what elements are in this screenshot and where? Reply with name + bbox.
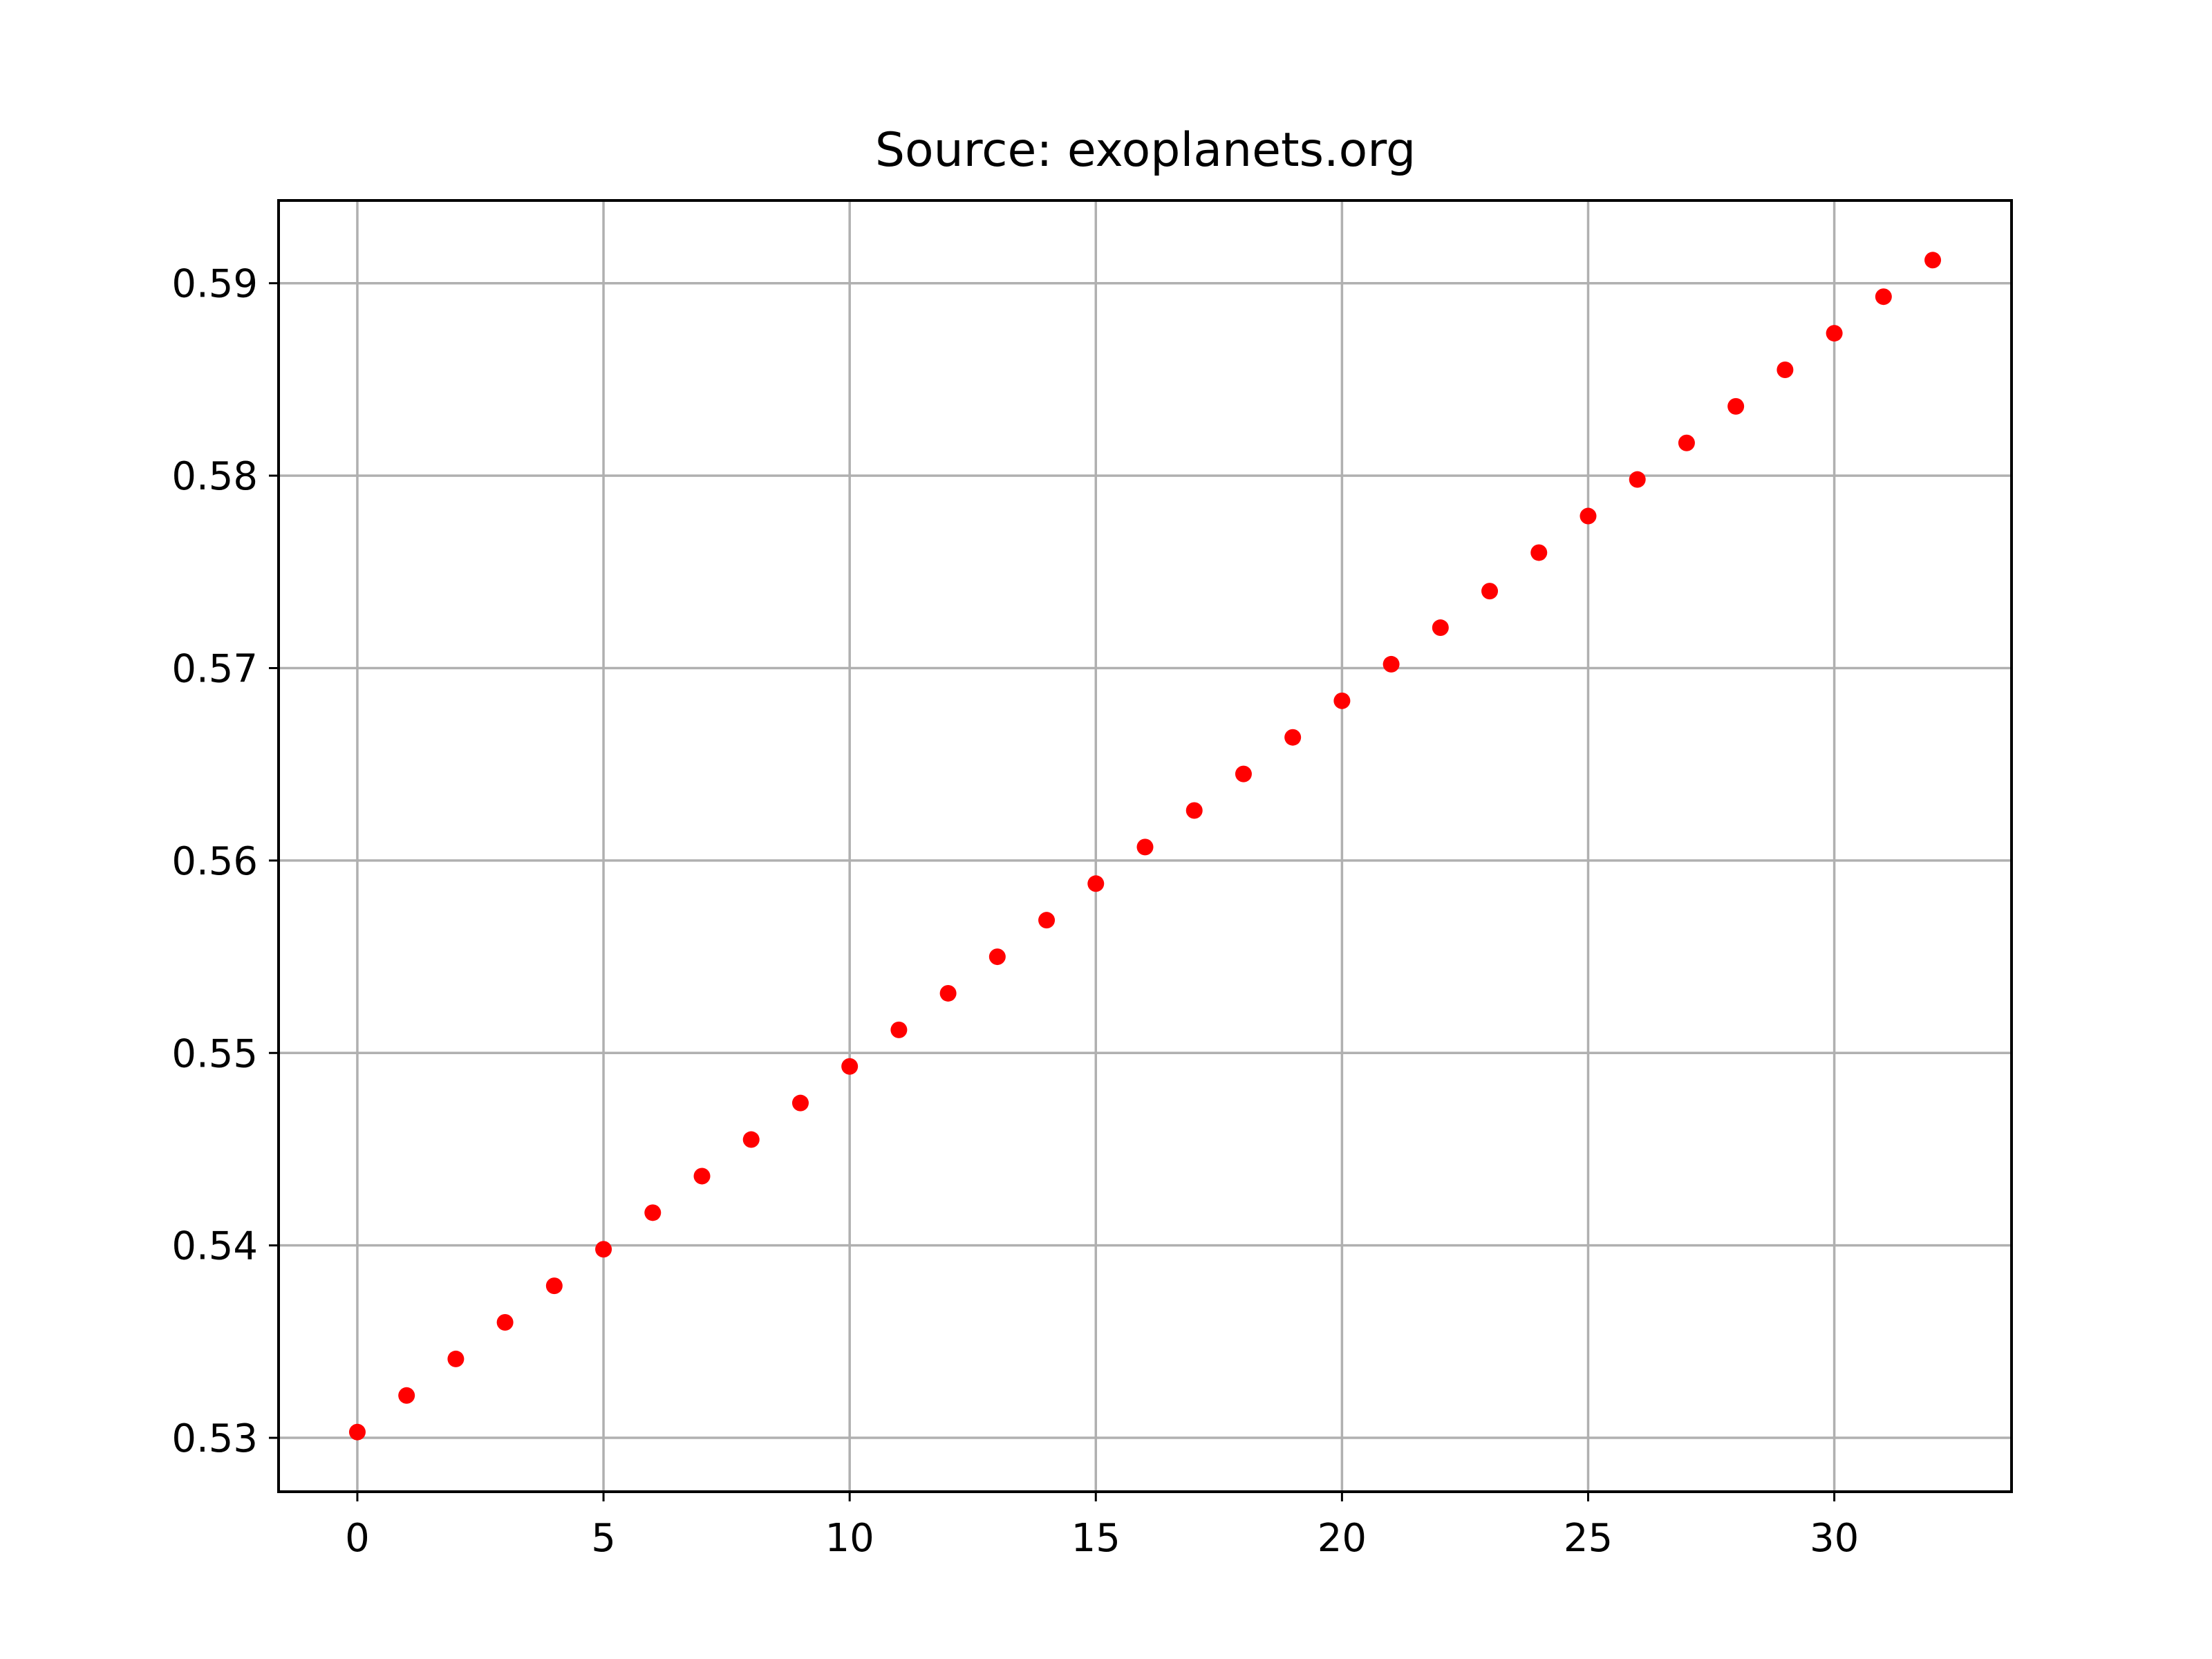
x-tick-label: 20 [1318,1516,1367,1561]
data-point [1678,434,1695,451]
data-point [1185,802,1203,819]
data-point [1038,912,1056,929]
x-axis: 0 5 10 15 20 25 30 [345,1492,1859,1561]
y-tick-label: 0.56 [171,839,258,884]
data-point [595,1241,612,1258]
data-points [348,252,1942,1441]
y-tick-label: 0.54 [171,1224,258,1269]
data-point [1530,544,1548,561]
data-point [1333,692,1351,709]
data-point [1481,583,1499,600]
data-point [693,1168,711,1185]
data-point [791,1094,809,1112]
x-tick-label: 30 [1810,1516,1859,1561]
y-tick-label: 0.55 [171,1031,258,1076]
x-tick-label: 10 [825,1516,874,1561]
grid [279,200,2012,1492]
chart-title: Source: exoplanets.org [875,123,1416,178]
data-point [348,1423,366,1441]
data-point [890,1021,908,1038]
y-tick-label: 0.59 [171,262,258,307]
x-tick-label: 5 [591,1516,616,1561]
plot-area-frame [277,199,2013,1493]
data-point [398,1387,415,1404]
data-point [447,1350,465,1367]
y-tick-label: 0.57 [171,646,258,691]
data-point [1875,288,1892,306]
data-point [1087,875,1105,892]
y-tick-label: 0.53 [171,1416,258,1461]
data-point [1580,507,1597,525]
y-axis: 0.53 0.54 0.55 0.56 0.57 0.58 0.59 [171,262,279,1461]
data-point [939,984,957,1002]
data-point [496,1314,514,1331]
data-point [742,1131,760,1148]
data-point [1382,655,1400,673]
data-point [1924,252,1942,269]
data-point [1777,361,1794,378]
data-point [1284,729,1302,746]
y-tick-label: 0.58 [171,454,258,499]
data-point [545,1277,563,1295]
data-point [1136,838,1154,856]
data-point [841,1058,859,1075]
data-point [1826,325,1843,342]
data-point [644,1204,662,1221]
data-point [1629,471,1646,488]
data-point [988,948,1006,966]
x-tick-label: 25 [1564,1516,1613,1561]
x-tick-label: 15 [1071,1516,1121,1561]
x-tick-label: 0 [345,1516,370,1561]
data-point [1727,397,1745,415]
data-point [1235,765,1252,782]
data-point [1432,619,1449,637]
